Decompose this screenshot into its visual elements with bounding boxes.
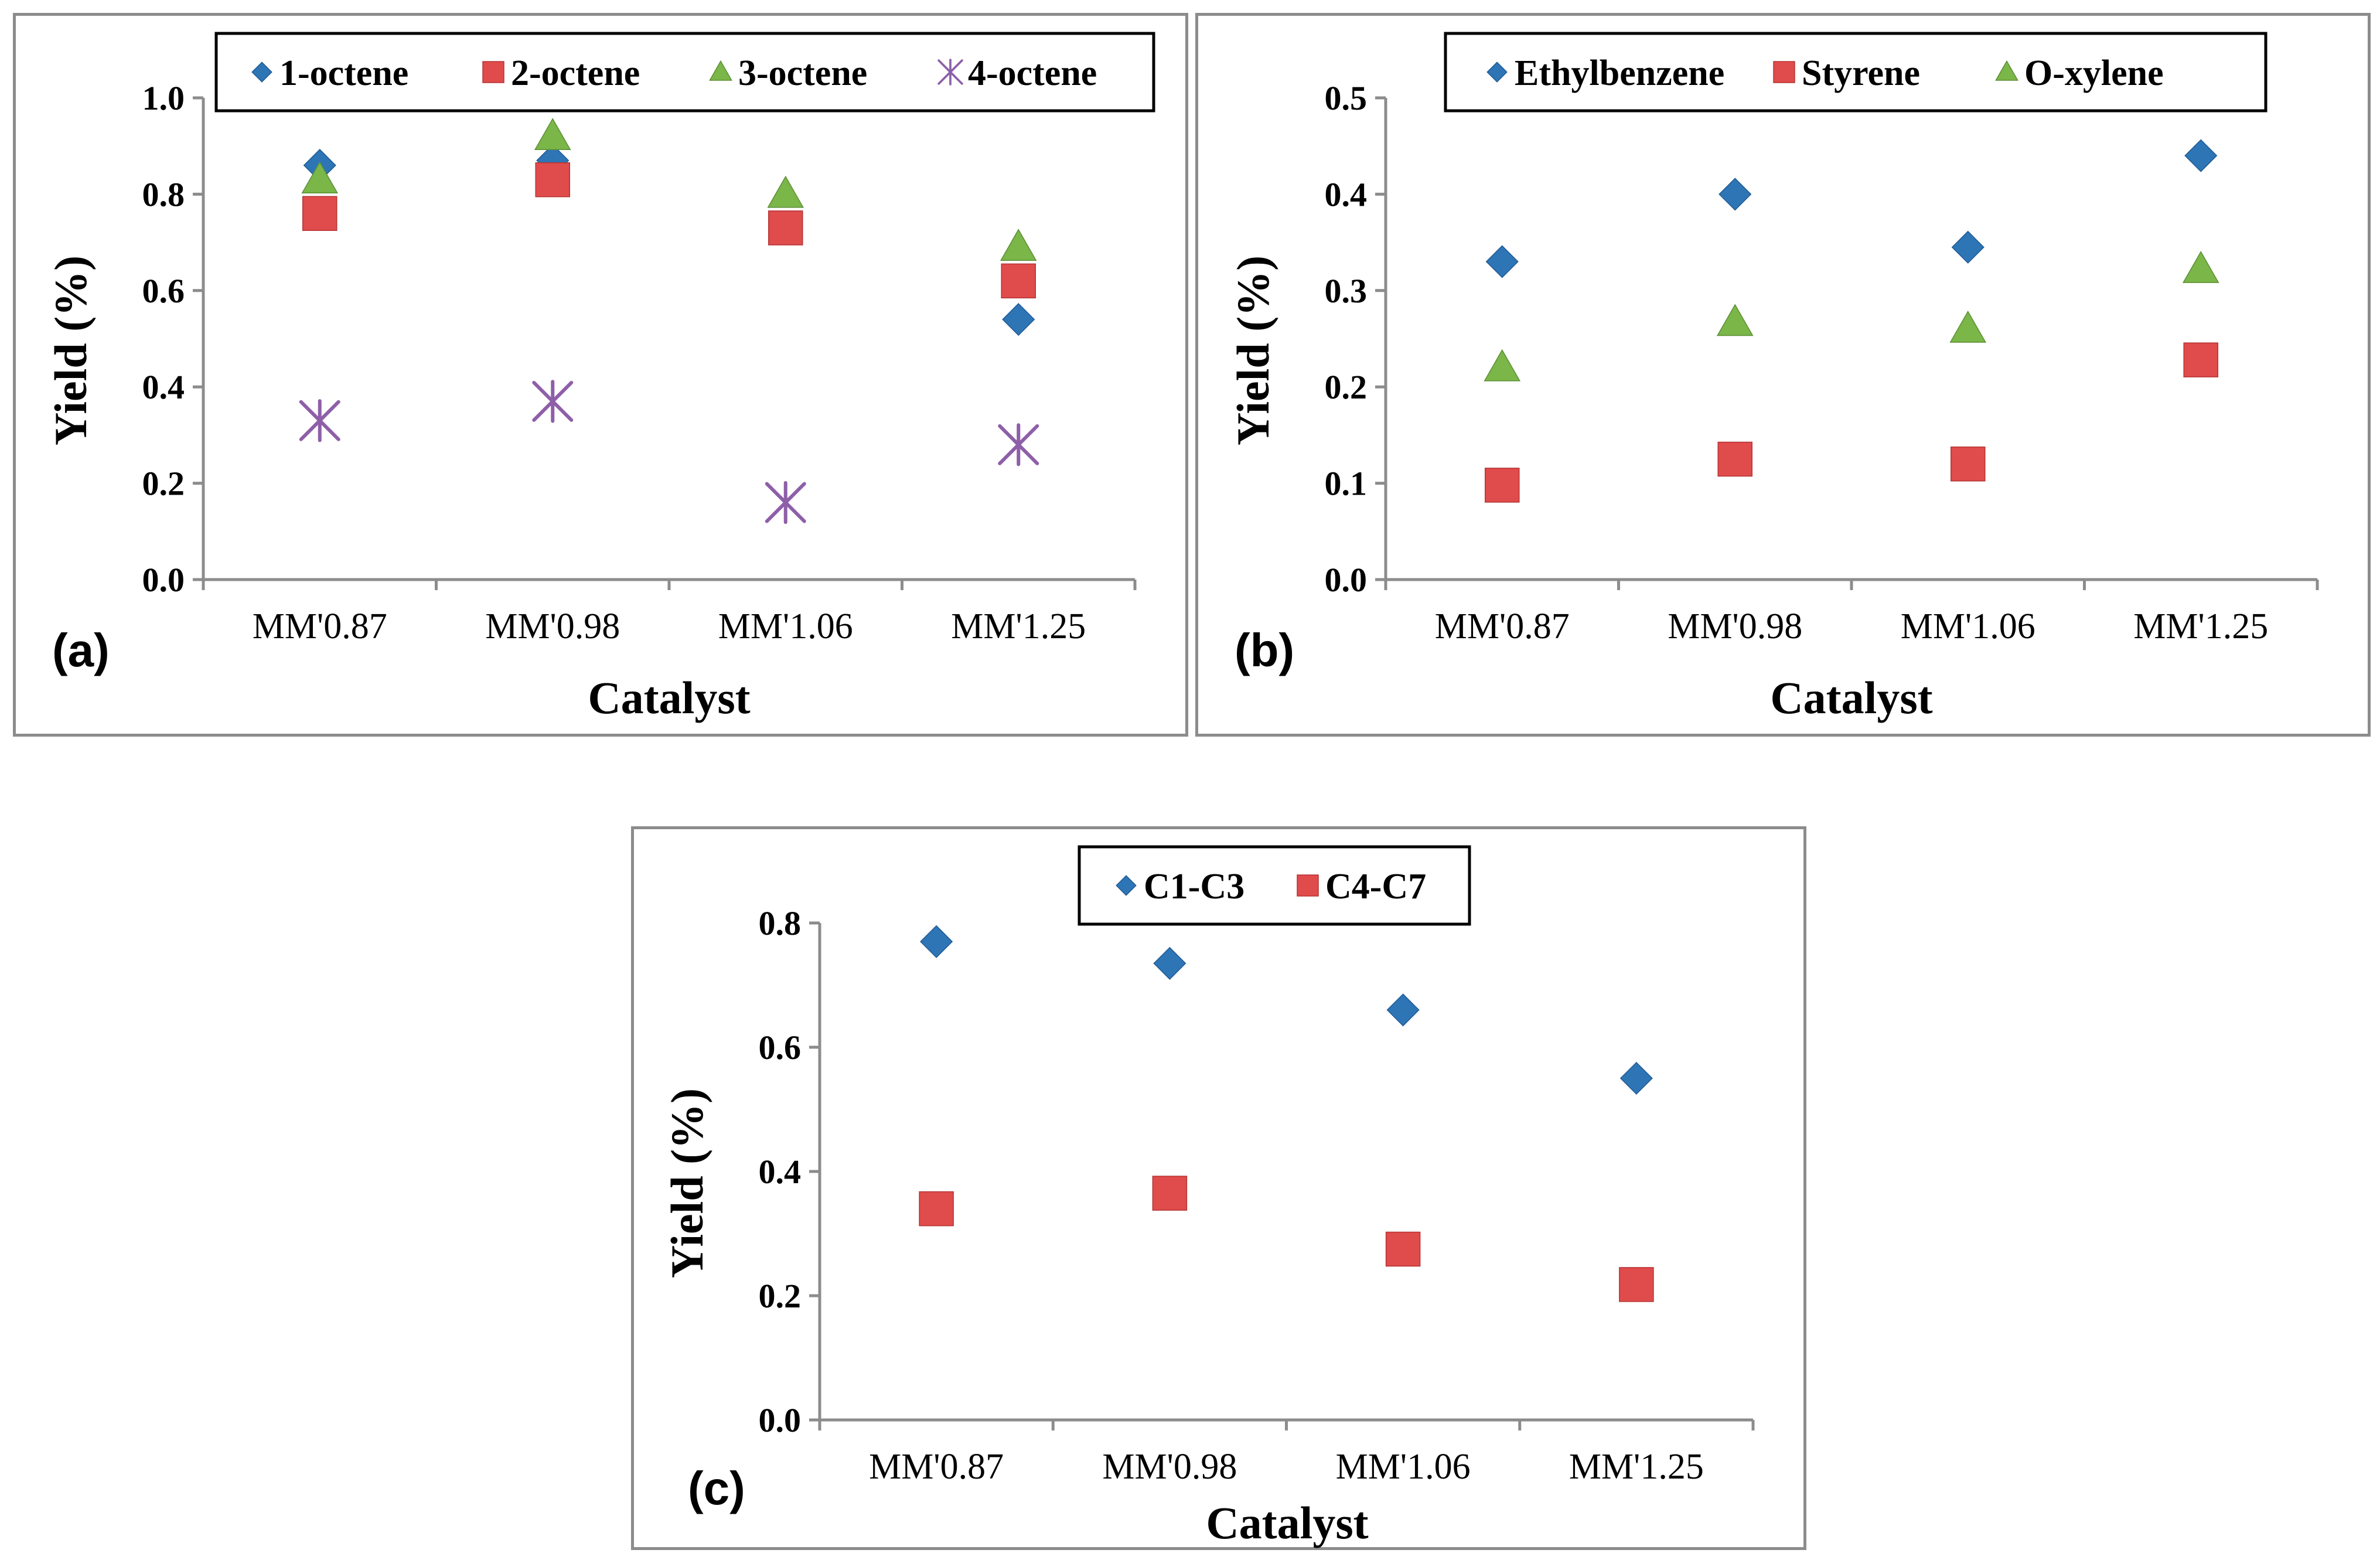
data-point-o-xylene-2	[1716, 304, 1754, 336]
y-tick-label: 0.4	[1325, 175, 1368, 213]
data-point-styrene-2	[1717, 441, 1752, 477]
legend-label-c1-c3: C1-C3	[1144, 867, 1244, 907]
legend-label-1-octene: 1-octene	[279, 53, 408, 93]
x-tick-label: MM'1.25	[2133, 607, 2268, 646]
y-axis-label: Yield (%)	[662, 1088, 712, 1278]
legend-label-2-octene: 2-octene	[511, 53, 640, 93]
panel-label: (a)	[52, 624, 110, 676]
legend-box	[1078, 845, 1471, 926]
x-tick-label: MM'0.98	[485, 607, 620, 646]
chart-panel-a: 0.0 0.2 0.4 0.6 0.8 1.0 MM'0.87 MM'0.98 MM'1.06 M…	[13, 13, 1188, 737]
y-tick-label: 0.6	[142, 272, 185, 310]
x-tick-label: MM'0.87	[1435, 607, 1570, 646]
data-point-c4-c7-1	[919, 1191, 954, 1227]
x-tick-label: MM'1.25	[1569, 1447, 1704, 1487]
legend-label-styrene: Styrene	[1802, 53, 1920, 93]
data-point-styrene-4	[2183, 342, 2218, 377]
y-tick-label: 0.2	[1325, 368, 1368, 406]
data-point-3-octene-3	[767, 175, 804, 208]
x-tick-label: MM'0.98	[1102, 1447, 1237, 1487]
x-tick-label: MM'1.06	[1901, 607, 2035, 646]
legend-box	[1444, 32, 2268, 113]
y-tick-label: 0.0	[1325, 561, 1368, 599]
y-axis-label: Yield (%)	[45, 256, 96, 445]
y-tick-label: 0.8	[759, 904, 802, 942]
y-tick-label: 0.8	[142, 175, 185, 213]
data-point-c1-c3-1	[920, 925, 953, 958]
y-tick-label: 0.4	[142, 368, 185, 406]
chart-panel-c: 0.0 0.2 0.4 0.6 0.8 MM'0.87 MM'0.98 MM'1.06 MM'1…	[631, 826, 1806, 1550]
x-tick-label: MM'1.06	[1336, 1447, 1471, 1487]
data-point-ethylbenzene-1	[1485, 245, 1519, 278]
x-axis-label: Catalyst	[588, 672, 750, 723]
data-point-3-octene-1	[301, 161, 339, 193]
data-point-o-xylene-3	[1949, 311, 1987, 343]
data-point-c4-c7-4	[1619, 1267, 1654, 1302]
data-point-3-octene-2	[534, 118, 571, 151]
legend-label-4-octene: 4-octene	[968, 53, 1097, 93]
x-tick-label: MM'0.98	[1668, 607, 1802, 646]
legend-marker-o-xylene	[1995, 60, 2018, 81]
legend-label-c4-c7: C4-C7	[1325, 867, 1426, 907]
y-tick-label: 0.6	[759, 1028, 802, 1067]
data-point-c4-c7-3	[1385, 1231, 1421, 1267]
data-point-1-octene-4	[1002, 303, 1035, 336]
legend-marker-ethylbenzene	[1486, 62, 1508, 83]
data-point-4-octene-1	[299, 399, 340, 442]
data-point-o-xylene-1	[1484, 349, 1521, 382]
x-axis-label: Catalyst	[1206, 1497, 1368, 1548]
data-point-2-octene-3	[768, 210, 803, 246]
data-point-2-octene-2	[535, 162, 570, 197]
data-point-4-octene-2	[532, 380, 574, 423]
data-point-o-xylene-4	[2182, 251, 2219, 283]
x-tick-label: MM'1.25	[951, 607, 1086, 646]
x-tick-label: MM'0.87	[253, 607, 387, 646]
data-point-2-octene-1	[302, 196, 337, 231]
y-tick-label: 0.0	[759, 1401, 802, 1439]
data-point-4-octene-4	[998, 423, 1039, 466]
legend-label-o-xylene: O-xylene	[2024, 53, 2164, 93]
data-point-ethylbenzene-2	[1718, 178, 1752, 211]
data-point-c4-c7-2	[1152, 1176, 1188, 1211]
legend-box	[214, 32, 1155, 113]
data-point-3-octene-4	[1000, 229, 1037, 261]
chart-panel-b: 0.0 0.1 0.2 0.3 0.4 0.5 MM'0.87 MM'0.98 MM'1.06 M…	[1195, 13, 2371, 737]
x-tick-label: MM'0.87	[869, 1447, 1004, 1487]
data-point-ethylbenzene-4	[2184, 139, 2218, 172]
chart-c-svg: 0.0 0.2 0.4 0.6 0.8 MM'0.87 MM'0.98 MM'1.06 MM'1…	[662, 845, 1755, 1548]
data-point-c1-c3-3	[1386, 993, 1420, 1027]
y-axis-label: Yield (%)	[1227, 256, 1278, 445]
chart-a-svg: 0.0 0.2 0.4 0.6 0.8 1.0 MM'0.87 MM'0.98 MM'1.06 M…	[45, 32, 1155, 723]
data-point-styrene-1	[1485, 468, 1520, 503]
y-tick-label: 0.0	[142, 561, 185, 599]
legend-marker-4-octene	[937, 59, 963, 86]
data-point-2-octene-4	[1001, 263, 1036, 299]
data-point-4-octene-3	[765, 481, 806, 524]
legend-label-ethylbenzene: Ethylbenzene	[1515, 53, 1724, 93]
y-tick-label: 1.0	[142, 79, 185, 117]
y-tick-label: 0.2	[142, 465, 185, 503]
y-tick-label: 0.4	[759, 1153, 802, 1191]
data-point-c1-c3-2	[1153, 946, 1186, 980]
legend-marker-styrene	[1773, 61, 1795, 83]
legend-marker-c4-c7	[1297, 874, 1319, 897]
legend-marker-1-octene	[251, 62, 272, 83]
y-tick-label: 0.3	[1325, 272, 1368, 310]
y-tick-label: 0.2	[759, 1277, 802, 1315]
panel-label: (c)	[688, 1462, 745, 1514]
data-point-c1-c3-4	[1619, 1061, 1653, 1095]
y-tick-label: 0.1	[1325, 465, 1368, 503]
data-point-ethylbenzene-3	[1951, 230, 1985, 264]
legend-label-3-octene: 3-octene	[738, 53, 867, 93]
legend-marker-3-octene	[709, 60, 732, 81]
x-tick-label: MM'1.06	[718, 607, 853, 646]
legend-marker-2-octene	[482, 61, 504, 83]
y-tick-label: 0.5	[1325, 79, 1368, 117]
x-axis-label: Catalyst	[1770, 672, 1932, 723]
panel-label: (b)	[1235, 624, 1294, 676]
data-point-styrene-3	[1951, 446, 1986, 482]
legend-marker-c1-c3	[1116, 875, 1137, 896]
chart-b-svg: 0.0 0.1 0.2 0.3 0.4 0.5 MM'0.87 MM'0.98 MM'1.06 M…	[1227, 32, 2319, 723]
